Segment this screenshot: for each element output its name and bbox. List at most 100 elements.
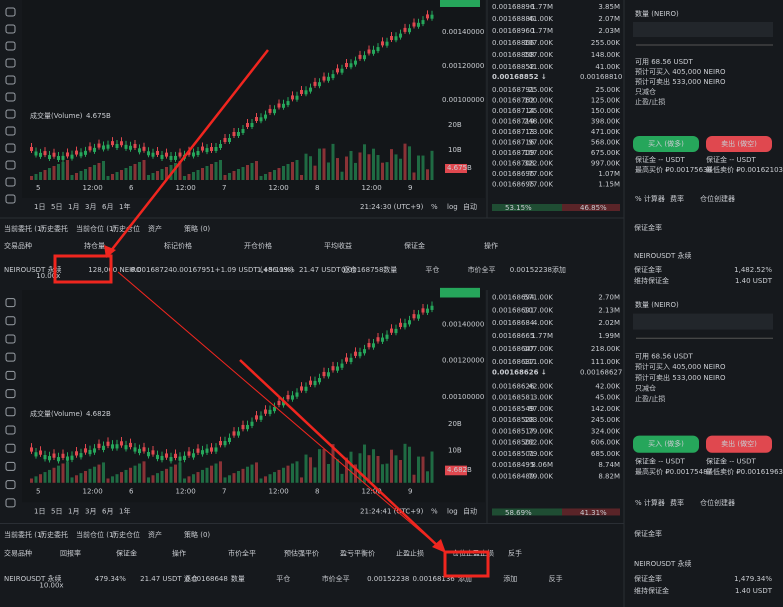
scale-option[interactable]: 自动 bbox=[463, 202, 477, 211]
volume-bar bbox=[196, 472, 200, 483]
timeframe-button[interactable]: 6月 bbox=[102, 508, 113, 516]
volume-bar bbox=[106, 478, 110, 483]
timeframe-button[interactable]: 3月 bbox=[85, 203, 96, 211]
buy-label[interactable]: 买入 (做多) bbox=[648, 139, 684, 148]
ask-cell: 0.00168665 bbox=[492, 332, 534, 340]
volume-bar bbox=[403, 443, 407, 483]
buy-label[interactable]: 买入 (做多) bbox=[648, 439, 684, 448]
bid-cell: 0.00168502 bbox=[492, 439, 534, 447]
timeframe-button[interactable]: 1年 bbox=[119, 507, 130, 516]
bid-cell: 0.00168716 bbox=[492, 139, 535, 147]
candle-body bbox=[345, 63, 348, 67]
volume-bar bbox=[151, 173, 155, 180]
timeframe-button[interactable]: 3月 bbox=[85, 508, 96, 516]
highlight-box bbox=[443, 550, 490, 578]
timeframe-button[interactable]: 5日 bbox=[51, 508, 62, 516]
candle-body bbox=[372, 343, 375, 348]
tab[interactable]: 资产 bbox=[148, 530, 162, 539]
volume-bar bbox=[43, 170, 47, 180]
volume-bar bbox=[273, 170, 276, 180]
qty-input[interactable] bbox=[633, 313, 773, 330]
bid-cell: 25.00K bbox=[528, 86, 553, 94]
tab[interactable]: 当前委托 (1) bbox=[4, 224, 44, 233]
candle-body bbox=[286, 101, 290, 106]
candle-body bbox=[97, 143, 101, 148]
volume-bar bbox=[363, 444, 366, 483]
margin-label: 保证金率 bbox=[634, 574, 662, 583]
table-cell: 添加 bbox=[503, 574, 517, 583]
candle-body bbox=[142, 447, 146, 452]
volume-bar bbox=[129, 166, 132, 180]
qty-input[interactable] bbox=[633, 22, 773, 37]
candle-body bbox=[66, 456, 69, 461]
tab[interactable]: 当前仓位 (1) bbox=[76, 530, 116, 539]
candle-body bbox=[39, 450, 42, 455]
tool-icon bbox=[5, 75, 16, 85]
tab[interactable]: 当前委托 (1) bbox=[4, 530, 44, 539]
timeframe-button[interactable]: 1日 bbox=[34, 508, 45, 516]
sell-button[interactable] bbox=[706, 435, 772, 453]
candle-body bbox=[367, 49, 371, 54]
sell-button[interactable] bbox=[706, 136, 772, 152]
tab[interactable]: 历史仓位 bbox=[112, 224, 140, 233]
candle-body bbox=[259, 415, 263, 420]
volume-bar bbox=[295, 461, 299, 483]
candle-body bbox=[219, 144, 222, 148]
bid-cell: 685.00K bbox=[591, 450, 620, 458]
volume-bar bbox=[417, 155, 420, 180]
ask-cell: 2.13M bbox=[598, 306, 620, 314]
table-cell: 0.00152238 bbox=[510, 266, 552, 274]
volume-bar bbox=[372, 449, 375, 483]
candle-body bbox=[106, 144, 110, 149]
timeframe-button[interactable]: 1日 bbox=[34, 203, 45, 211]
candle-body bbox=[237, 132, 240, 136]
tab[interactable]: 资产 bbox=[148, 224, 162, 233]
timeframe-button[interactable]: 1年 bbox=[119, 202, 130, 211]
tab[interactable]: 策略 (0) bbox=[184, 530, 210, 539]
volume-bar bbox=[349, 150, 353, 180]
scale-option[interactable]: log bbox=[447, 508, 458, 516]
bid-cell: 77.00K bbox=[528, 170, 553, 178]
candle-body bbox=[268, 409, 272, 415]
candle-body bbox=[160, 154, 164, 159]
tab[interactable]: 历史仓位 bbox=[112, 530, 140, 539]
volume-bar bbox=[93, 466, 96, 483]
table-cell: 0.00168136 bbox=[412, 575, 455, 583]
bid-cell: 0.00168709 bbox=[492, 149, 534, 157]
candle-body bbox=[376, 47, 380, 52]
timeframe-button[interactable]: 6月 bbox=[102, 203, 113, 211]
candle-body bbox=[106, 441, 110, 446]
scale-option[interactable]: % bbox=[431, 508, 438, 516]
buy-button[interactable] bbox=[633, 136, 699, 152]
volume-bar bbox=[394, 455, 398, 483]
scale-option[interactable]: log bbox=[447, 203, 458, 211]
tab[interactable]: 当前仓位 (1) bbox=[76, 224, 116, 233]
sell-label[interactable]: 卖出 (做空) bbox=[721, 439, 757, 448]
candle-body bbox=[133, 447, 137, 452]
tab[interactable]: 历史委托 bbox=[40, 530, 68, 539]
ask-cell: 0.00168886 bbox=[492, 15, 535, 23]
price-axis-label: 0.00140000 bbox=[442, 28, 484, 36]
time-axis-label: 12:00 bbox=[176, 184, 196, 192]
candle-body bbox=[138, 448, 141, 454]
scale-option[interactable]: 自动 bbox=[463, 507, 477, 516]
timeframe-button[interactable]: 1月 bbox=[68, 508, 79, 516]
volume-bar bbox=[417, 456, 420, 483]
candle-body bbox=[30, 147, 33, 151]
timeframe-button[interactable]: 1月 bbox=[68, 203, 79, 211]
volume-bar bbox=[205, 467, 209, 483]
sell-label[interactable]: 卖出 (做空) bbox=[721, 139, 757, 148]
candle-body bbox=[250, 123, 254, 127]
volume-bar bbox=[390, 149, 393, 180]
volume-bar bbox=[331, 143, 335, 180]
candle-body bbox=[399, 322, 402, 327]
volume-bar bbox=[412, 172, 416, 180]
candle-body bbox=[318, 378, 321, 383]
buy-button[interactable] bbox=[633, 435, 699, 453]
tab[interactable]: 历史委托 bbox=[40, 224, 68, 233]
tab[interactable]: 策略 (0) bbox=[184, 224, 210, 233]
scale-option[interactable]: % bbox=[431, 203, 438, 211]
timeframe-button[interactable]: 5日 bbox=[51, 203, 62, 211]
candle-body bbox=[300, 90, 303, 94]
time-axis-label: 5 bbox=[36, 184, 40, 192]
